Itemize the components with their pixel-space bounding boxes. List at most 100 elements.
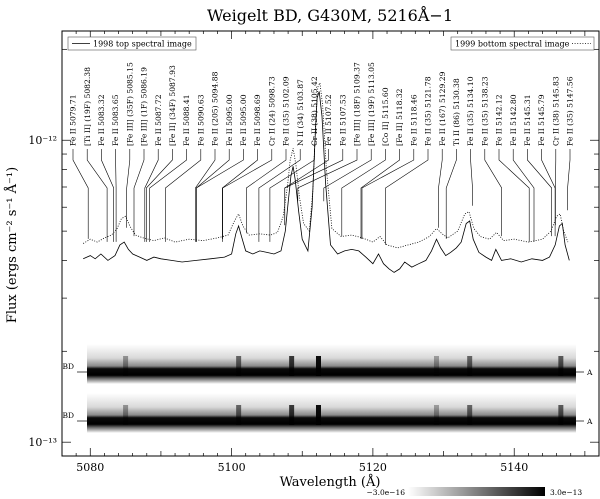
line-id-leader-28 bbox=[470, 149, 473, 206]
line-id-label-20: [Fe III] (18F) 5109.37 bbox=[353, 62, 362, 146]
line-id-leader-29 bbox=[484, 149, 503, 237]
y-axis-label: Flux (ergs cm⁻² s⁻¹ Å⁻¹) bbox=[4, 167, 20, 323]
line-id-leader-33 bbox=[541, 149, 556, 237]
series-line-1 bbox=[82, 81, 569, 249]
line-id-label-23: [Fe II] 5118.32 bbox=[395, 88, 404, 146]
line-id-label-5: [Fe III] (1F) 5086.19 bbox=[140, 67, 149, 146]
spectral-image-1-emission-3 bbox=[467, 405, 473, 425]
legend-left: 1998 top spectral image bbox=[67, 36, 197, 51]
line-id-leader-22 bbox=[341, 149, 386, 237]
spectral-image-1-emission-5 bbox=[123, 405, 129, 425]
line-id-leader-20 bbox=[297, 149, 358, 202]
line-id-label-16: N II (34) 5103.87 bbox=[296, 79, 305, 146]
line-id-leader-18 bbox=[284, 149, 329, 226]
line-id-label-28: Fe II (35) 5134.10 bbox=[466, 76, 475, 146]
series-line-0 bbox=[83, 91, 570, 273]
colorbar: −3.0e−16 3.0e−13 bbox=[367, 487, 582, 497]
spectral-image-0-emission-2 bbox=[315, 356, 321, 376]
spectral-image-0-emission-4 bbox=[558, 356, 564, 376]
line-id-label-25: Fe II (35) 5121.78 bbox=[424, 76, 433, 146]
line-id-label-11: Fe II 5095.00 bbox=[225, 94, 234, 146]
line-id-leader-14 bbox=[222, 149, 273, 242]
line-id-leader-0 bbox=[72, 149, 89, 239]
line-id-label-18: Fe II 5107.52 bbox=[324, 94, 333, 146]
line-id-label-17: Cr II (38) 5105.42 bbox=[310, 76, 319, 146]
line-id-label-26: Fe II (167) 5129.29 bbox=[438, 71, 447, 146]
spectral-image-0-emission-0 bbox=[236, 356, 242, 376]
x-tick-label-5080: 5080 bbox=[76, 461, 104, 474]
line-id-leader-3 bbox=[115, 149, 117, 242]
line-id-label-35: Fe II (35) 5147.56 bbox=[566, 76, 575, 146]
line-id-leader-7 bbox=[146, 149, 173, 242]
series-lines bbox=[82, 81, 570, 273]
line-id-leader-30 bbox=[498, 149, 530, 242]
line-id-label-27: Ti II (86) 5130.38 bbox=[452, 78, 461, 146]
spectral-image-1-emission-1 bbox=[289, 405, 295, 425]
spectral-image-0-emission-5 bbox=[123, 356, 129, 376]
spectral-image-1-emission-0 bbox=[236, 405, 242, 425]
spectral-image-0-right-label: A bbox=[586, 368, 593, 377]
spectral-images: BD A BD A bbox=[62, 344, 593, 433]
x-tick-label-5100: 5100 bbox=[218, 461, 246, 474]
line-id-leader-13 bbox=[222, 149, 258, 239]
legend-right: 1999 bottom spectral image bbox=[450, 36, 595, 51]
line-id-label-1: [Ti II] (19F) 5082.38 bbox=[83, 67, 92, 146]
line-id-label-32: Fe II 5145.31 bbox=[523, 94, 532, 146]
colorbar-gradient bbox=[408, 487, 545, 496]
line-id-leader-17 bbox=[269, 149, 315, 242]
line-id-label-10: Fe II (205) 5094.88 bbox=[211, 71, 220, 146]
spectral-image-0 bbox=[87, 344, 576, 384]
line-id-leader-27 bbox=[445, 149, 457, 239]
line-id-leader-26 bbox=[438, 149, 443, 228]
spectral-image-1-left-label: BD bbox=[62, 411, 74, 420]
line-id-label-34: Cr II (38) 5145.83 bbox=[551, 76, 560, 146]
legend-top-label: 1998 top spectral image bbox=[93, 40, 192, 49]
spectral-image-0-left-label: BD bbox=[62, 362, 74, 371]
colorbar-max-label: 3.0e−13 bbox=[550, 488, 582, 497]
spectral-image-1 bbox=[87, 393, 576, 433]
line-id-label-15: Fe II (35) 5102.09 bbox=[282, 76, 291, 146]
x-axis-label: Wavelength (Å) bbox=[280, 474, 381, 490]
x-tick-label-5140: 5140 bbox=[500, 461, 528, 474]
line-id-label-12: Fe II 5095.00 bbox=[239, 94, 248, 146]
line-id-leader-35 bbox=[567, 149, 571, 211]
line-id-label-7: [Fe II] (34F) 5087.93 bbox=[168, 65, 177, 146]
y-tick-label-0: 10⁻¹² bbox=[28, 134, 57, 147]
y-tick-label-1: 10⁻¹³ bbox=[28, 436, 57, 449]
line-id-label-13: Fe II 5098.69 bbox=[253, 94, 262, 146]
spectral-image-0-emission-3 bbox=[467, 356, 473, 376]
line-id-label-9: Fe II 5090.63 bbox=[196, 94, 205, 146]
line-id-label-30: Fe II 5142.12 bbox=[495, 94, 504, 146]
line-id-leader-8 bbox=[149, 149, 187, 242]
spectral-image-1-emission-2 bbox=[315, 405, 321, 425]
line-id-leader-31 bbox=[512, 149, 535, 242]
x-tick-label-5120: 5120 bbox=[359, 461, 387, 474]
line-id-label-6: Fe II 5087.72 bbox=[154, 94, 163, 146]
line-id-leader-1 bbox=[86, 149, 108, 242]
spectral-image-1-emission-6 bbox=[433, 405, 439, 425]
line-id-label-4: [Fe III] (35F) 5085.15 bbox=[125, 62, 134, 146]
line-id-leader-4 bbox=[126, 149, 131, 228]
y-axis-ticks: 10⁻¹² 10⁻¹³ bbox=[28, 48, 599, 457]
line-id-label-3: Fe II 5083.65 bbox=[111, 94, 120, 146]
line-id-label-8: Fe II 5088.41 bbox=[182, 94, 191, 146]
line-id-label-33: Fe II 5145.79 bbox=[537, 94, 546, 146]
x-axis-ticks: 5080 5100 5120 5140 bbox=[61, 31, 600, 474]
line-identifications: Fe II 5079.71 [Ti II] (19F) 5082.38 Fe II … bbox=[69, 62, 575, 245]
spectral-image-1-emission-4 bbox=[558, 405, 564, 425]
line-id-leader-12 bbox=[196, 149, 244, 242]
line-id-label-19: Fe II 5107.53 bbox=[338, 94, 347, 146]
colorbar-min-label: −3.0e−16 bbox=[367, 488, 406, 497]
line-id-label-21: [Fe III] (19F) 5113.05 bbox=[367, 62, 376, 146]
line-id-label-24: Fe II 5118.46 bbox=[409, 94, 418, 146]
line-id-leader-23 bbox=[360, 149, 400, 239]
line-id-leader-5 bbox=[133, 149, 145, 237]
line-id-label-22: [Co II] 5115.60 bbox=[381, 87, 390, 146]
chart-title: Weigelt BD, G430M, 5216Å−1 bbox=[207, 5, 453, 25]
line-id-leader-6 bbox=[144, 149, 159, 242]
spectral-image-0-emission-1 bbox=[289, 356, 295, 376]
line-id-leader-9 bbox=[165, 149, 202, 242]
line-id-leader-25 bbox=[385, 149, 429, 245]
line-id-label-14: Cr II (24) 5098.73 bbox=[267, 76, 276, 146]
